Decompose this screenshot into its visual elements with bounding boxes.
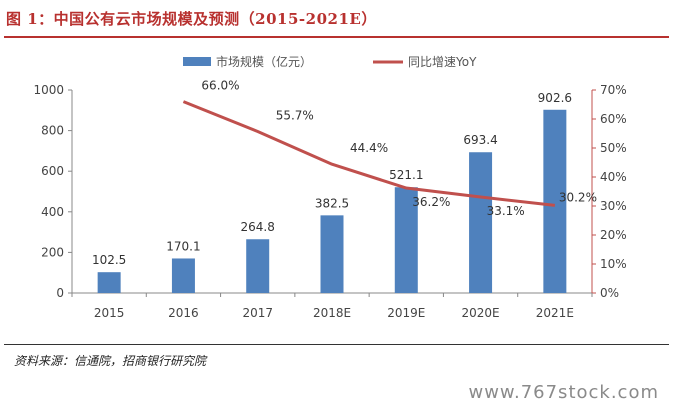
legend-label-line: 同比增速YoY	[408, 55, 477, 69]
x-tick-label: 2020E	[462, 306, 500, 320]
bar-value-label: 382.5	[315, 196, 349, 210]
yoy-line	[182, 100, 556, 207]
bar-value-label: 102.5	[92, 253, 126, 267]
source-note: 资料来源：信通院，招商银行研究院	[14, 354, 207, 368]
y-left-tick-label: 600	[41, 164, 64, 178]
yoy-value-label: 33.1%	[487, 204, 525, 218]
source-rule	[4, 344, 669, 345]
y-left-tick-label: 0	[56, 286, 64, 300]
bar	[246, 239, 270, 293]
x-tick-label: 2019E	[387, 306, 425, 320]
bar	[97, 272, 121, 293]
yoy-value-label: 55.7%	[276, 108, 314, 122]
y-right-tick-label: 60%	[600, 112, 627, 126]
y-right-tick-label: 70%	[600, 83, 627, 97]
y-left-tick-label: 1000	[33, 83, 64, 97]
watermark: www.767stock.com	[468, 382, 659, 403]
yoy-value-label: 36.2%	[412, 195, 450, 209]
bar	[320, 215, 344, 293]
y-left-tick-label: 200	[41, 245, 64, 259]
y-right-tick-label: 20%	[600, 228, 627, 242]
y-right-tick-label: 10%	[600, 257, 627, 271]
x-tick-label: 2017	[242, 306, 273, 320]
y-right-tick-label: 0%	[600, 286, 619, 300]
bar	[171, 258, 195, 293]
y-right-tick-label: 50%	[600, 141, 627, 155]
y-left-tick-label: 800	[41, 124, 64, 138]
axes: 0 200 400 600 800 1000 0% 10% 20% 30% 40% 50% 60% 70%…	[33, 83, 626, 320]
x-tick-label: 2018E	[313, 306, 351, 320]
yoy-value-label: 30.2%	[559, 190, 597, 204]
yoy-value-label: 66.0%	[201, 79, 239, 93]
bar	[469, 152, 493, 293]
bar-value-label: 693.4	[463, 133, 497, 147]
yoy-value-label: 44.4%	[350, 141, 388, 155]
data-labels: 102.5 170.1 264.8 382.5 521.1 693.4 902.6 66.0%…	[92, 79, 597, 268]
legend-swatch-bar	[183, 57, 211, 66]
legend-label-bar: 市场规模（亿元）	[216, 54, 312, 69]
x-tick-label: 2015	[94, 306, 125, 320]
yoy-line-path	[182, 100, 556, 207]
bar	[394, 187, 418, 293]
y-right-tick-label: 40%	[600, 170, 627, 184]
bar-value-label: 521.1	[389, 168, 423, 182]
bar	[543, 109, 567, 293]
chart: 市场规模（亿元） 同比增速YoY 0 200 400 600 800 1000 0% 10% 20…	[33, 54, 626, 320]
bars	[97, 109, 567, 293]
y-left-tick-label: 400	[41, 205, 64, 219]
title-rule	[4, 36, 669, 38]
bar-value-label: 170.1	[166, 239, 200, 253]
figure-title: 图 1：中国公有云市场规模及预测（2015-2021E）	[6, 10, 377, 28]
bar-value-label: 264.8	[241, 220, 275, 234]
x-tick-label: 2021E	[536, 306, 574, 320]
legend: 市场规模（亿元） 同比增速YoY	[183, 54, 477, 69]
bar-value-label: 902.6	[538, 91, 572, 105]
y-right-tick-label: 30%	[600, 199, 627, 213]
x-tick-label: 2016	[168, 306, 199, 320]
